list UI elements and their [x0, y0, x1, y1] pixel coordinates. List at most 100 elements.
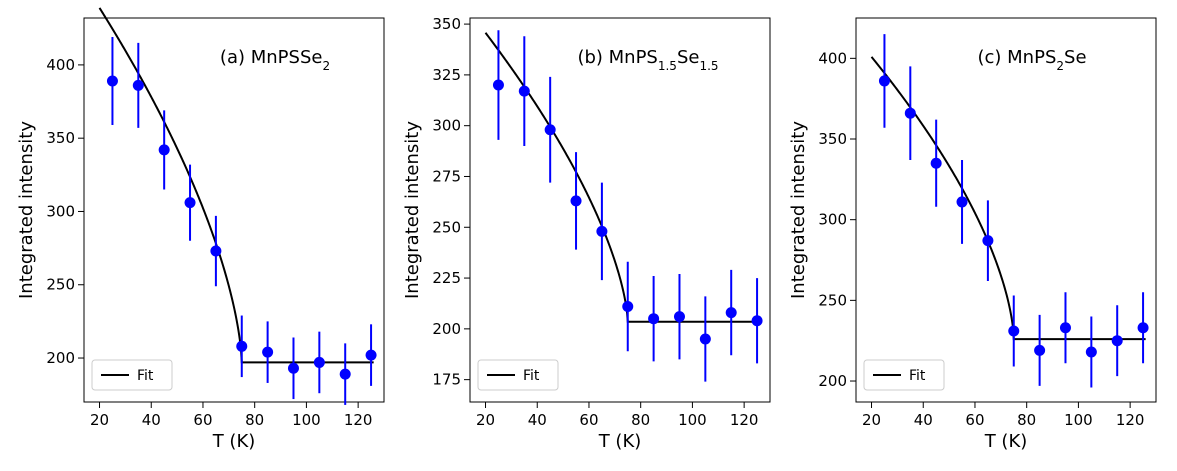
- data-point: [570, 195, 582, 207]
- x-tick-label: 100: [678, 411, 707, 429]
- formula-subscript: 2: [1056, 59, 1064, 73]
- data-point: [132, 79, 144, 91]
- plot-frame: [83, 17, 385, 403]
- data-point: [236, 340, 248, 352]
- y-axis-label: Integrated intensity: [402, 121, 423, 299]
- y-tick-label: 200: [818, 372, 847, 390]
- data-point: [904, 107, 916, 119]
- data-point: [518, 85, 530, 97]
- x-tick-label: 20: [90, 411, 109, 429]
- data-point: [365, 349, 377, 361]
- y-axis-label: Integrated intensity: [16, 121, 37, 299]
- data-point: [1034, 344, 1046, 356]
- data-point: [1111, 335, 1123, 347]
- x-tick-label: 40: [142, 411, 161, 429]
- x-tick-label: 40: [528, 411, 547, 429]
- x-axis-label: T (K): [212, 431, 256, 452]
- formula-text: Se: [677, 47, 700, 68]
- formula-text: MnPS: [1007, 47, 1056, 68]
- data-point: [106, 75, 118, 87]
- data-point: [339, 368, 351, 380]
- formula-text: Se: [1064, 47, 1087, 68]
- panel-label: (b): [577, 47, 608, 68]
- data-point: [210, 245, 222, 257]
- data-point: [184, 197, 196, 209]
- fit-curve: [484, 32, 760, 323]
- x-tick-label: 80: [245, 411, 264, 429]
- y-tick-label: 300: [46, 202, 75, 220]
- y-tick-label: 400: [46, 56, 75, 74]
- formula-subscript: 1.5: [658, 59, 677, 73]
- x-tick-label: 120: [1116, 411, 1145, 429]
- panel-1: 20 40 60 80 100 120 200 250 300 350 400 T (K) Integr…: [16, 7, 385, 452]
- x-tick-label: 120: [730, 411, 759, 429]
- legend-label: Fit: [909, 368, 926, 384]
- y-tick-label: 350: [818, 130, 847, 148]
- panel-title: (a) MnPSSe2: [220, 47, 330, 73]
- data-point: [262, 346, 274, 358]
- panel-label: (c): [977, 47, 1007, 68]
- data-point: [1137, 322, 1149, 334]
- formula-text: MnPS: [609, 47, 658, 68]
- legend: Fit: [91, 359, 173, 391]
- x-axis-label: T (K): [598, 431, 642, 452]
- data-point: [956, 196, 968, 208]
- data-point: [699, 333, 711, 345]
- x-tick-label: 40: [914, 411, 933, 429]
- x-tick-label: 60: [965, 411, 984, 429]
- data-point: [930, 157, 942, 169]
- y-tick-label: 350: [46, 129, 75, 147]
- data-point: [1008, 325, 1020, 337]
- panel-2: 20 40 60 80 100 120 175 200 225 250 275 300 325 350 T …: [402, 15, 771, 452]
- y-tick-label: 250: [818, 291, 847, 309]
- data-point: [287, 362, 299, 374]
- legend-label: Fit: [523, 368, 540, 384]
- legend-box: [863, 359, 945, 391]
- y-tick-label: 250: [46, 276, 75, 294]
- data-point: [648, 313, 660, 325]
- x-tick-label: 100: [292, 411, 321, 429]
- formula-text: MnPSSe: [251, 47, 323, 68]
- x-tick-label: 60: [193, 411, 212, 429]
- fit-curve: [98, 7, 374, 364]
- x-tick-label: 80: [1017, 411, 1036, 429]
- panel-title: (b) MnPS1.5Se1.5: [577, 47, 718, 73]
- legend-box: [91, 359, 173, 391]
- data-point: [158, 144, 170, 156]
- y-tick-label: 175: [432, 371, 461, 389]
- legend: Fit: [477, 359, 559, 391]
- legend: Fit: [863, 359, 945, 391]
- data-point: [1085, 346, 1097, 358]
- panel-label: (a): [220, 47, 251, 68]
- data-point: [544, 124, 556, 136]
- plot-frame: [469, 17, 771, 403]
- data-point: [1059, 322, 1071, 334]
- x-axis-label: T (K): [984, 431, 1028, 452]
- plot-frame: [855, 17, 1157, 403]
- y-tick-label: 350: [432, 15, 461, 33]
- data-point: [313, 356, 325, 368]
- data-point: [673, 311, 685, 323]
- data-point: [622, 301, 634, 313]
- data-point: [596, 225, 608, 237]
- panel-3: 20 40 60 80 100 120 200 250 300 350 400 T (K) Integr…: [788, 17, 1157, 452]
- formula-subscript: 2: [322, 59, 330, 73]
- y-axis-label: Integrated intensity: [788, 121, 809, 299]
- y-tick-label: 300: [432, 117, 461, 135]
- legend-box: [477, 359, 559, 391]
- x-tick-label: 100: [1064, 411, 1093, 429]
- formula-subscript: 1.5: [699, 59, 718, 73]
- y-tick-label: 250: [432, 218, 461, 236]
- data-point: [751, 315, 763, 327]
- legend-label: Fit: [137, 368, 154, 384]
- y-tick-label: 200: [46, 349, 75, 367]
- data-point: [725, 307, 737, 319]
- x-tick-label: 60: [579, 411, 598, 429]
- y-tick-label: 400: [818, 49, 847, 67]
- panel-title: (c) MnPS2Se: [977, 47, 1086, 73]
- fit-curve: [870, 56, 1146, 341]
- data-point: [878, 75, 890, 87]
- x-tick-label: 120: [344, 411, 373, 429]
- x-tick-label: 20: [476, 411, 495, 429]
- y-tick-label: 225: [432, 269, 461, 287]
